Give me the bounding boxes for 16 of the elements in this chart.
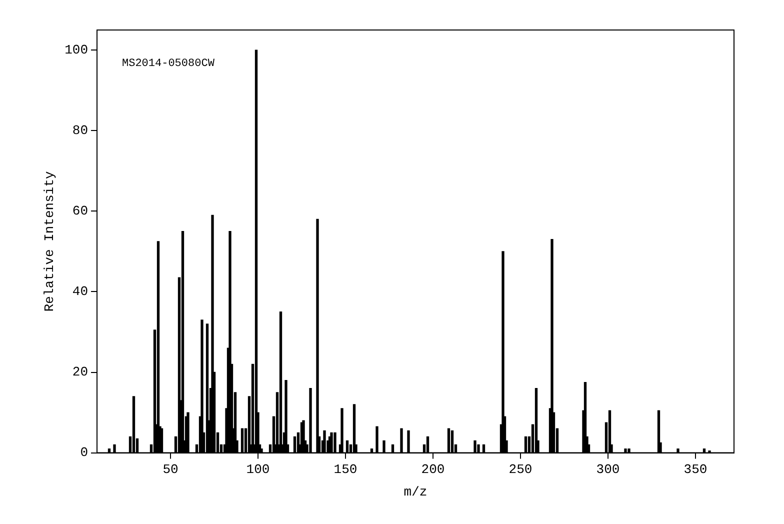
x-tick-label: 350: [684, 462, 708, 478]
y-tick-label: 80: [72, 123, 88, 138]
x-tick-label: 300: [596, 462, 620, 478]
x-tick-label: 50: [162, 462, 178, 478]
y-axis-title: Relative Intensity: [42, 170, 58, 312]
y-tick-label: 20: [72, 364, 88, 380]
x-tick-label: 100: [246, 462, 270, 478]
x-tick-label: 150: [334, 462, 358, 478]
y-tick-label: 60: [72, 204, 88, 219]
y-tick-label: 0: [80, 445, 88, 460]
x-tick-label: 200: [421, 462, 445, 478]
x-axis-title: m/z: [404, 484, 428, 500]
y-tick-label: 100: [64, 42, 88, 58]
x-tick-label: 250: [508, 462, 532, 478]
annotation: MS2014-05080CW: [122, 58, 215, 70]
y-tick-label: 40: [72, 284, 88, 300]
